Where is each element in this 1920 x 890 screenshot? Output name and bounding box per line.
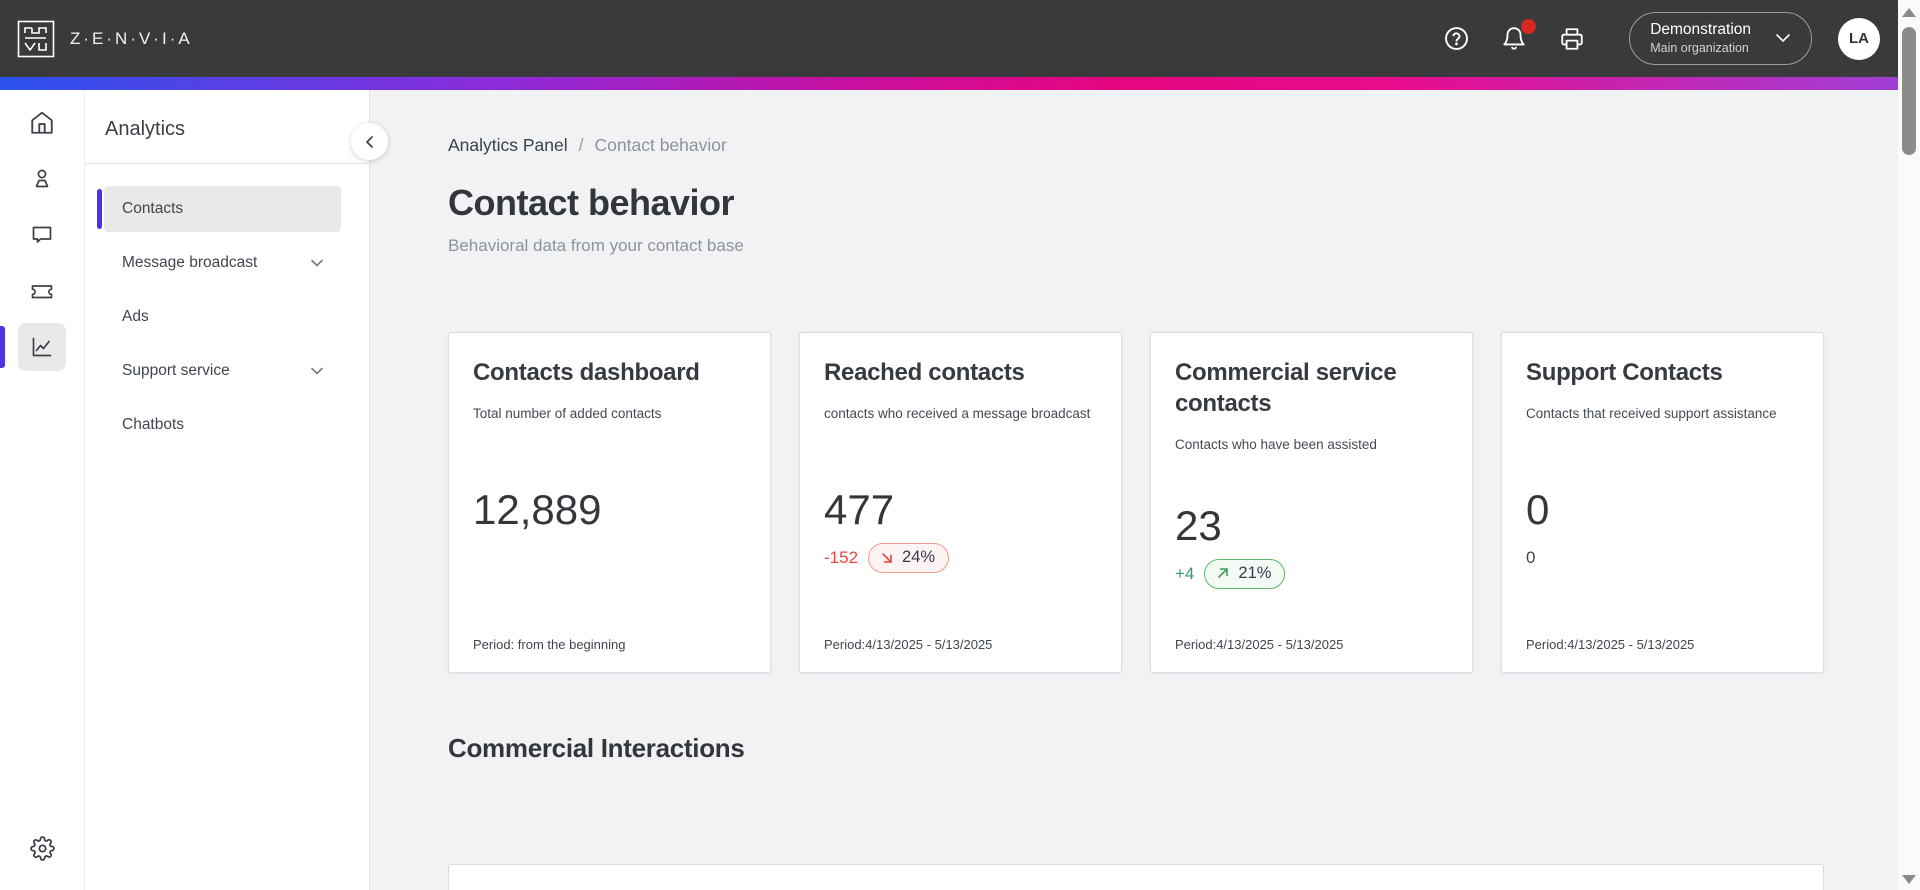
user-avatar[interactable]: LA xyxy=(1838,17,1880,60)
metric-cards-row: Contacts dashboard Total number of added… xyxy=(448,332,1920,673)
delta-value: +4 xyxy=(1175,563,1195,583)
sidebar-item-label: Support service xyxy=(122,362,230,379)
trend-percent: 21% xyxy=(1238,563,1272,582)
organization-switcher[interactable]: Demonstration Main organization xyxy=(1629,12,1812,65)
gear-icon xyxy=(29,835,55,861)
rail-item-analytics[interactable] xyxy=(0,319,84,375)
sidebar-item-support-service[interactable]: Support service xyxy=(104,348,341,394)
chevron-down-icon xyxy=(1773,28,1793,48)
card-contacts-dashboard: Contacts dashboard Total number of added… xyxy=(448,332,771,673)
card-title: Support Contacts xyxy=(1526,359,1723,386)
ticket-icon xyxy=(31,285,53,299)
sidebar-item-label: Ads xyxy=(122,308,149,325)
card-value: 23 xyxy=(1175,501,1222,549)
sidebar-item-label: Contacts xyxy=(122,200,184,217)
scrollbar-down-arrow[interactable] xyxy=(1902,875,1916,884)
chevron-down-icon xyxy=(309,363,325,379)
rail-item-settings[interactable] xyxy=(0,822,84,874)
chevron-left-icon xyxy=(365,135,373,148)
chevron-down-icon xyxy=(309,255,325,271)
card-period: Period:4/13/2025 - 5/13/2025 xyxy=(1526,637,1695,652)
breadcrumb-analytics-panel[interactable]: Analytics Panel xyxy=(448,135,568,155)
rail-item-conversations[interactable] xyxy=(0,207,84,263)
card-value: 477 xyxy=(824,486,895,534)
nav-rail xyxy=(0,90,85,890)
page-subtitle: Behavioral data from your contact base xyxy=(448,236,744,255)
printer-icon xyxy=(1561,27,1583,50)
brand-name: Z·E·N·V·I·A xyxy=(70,28,193,48)
sidebar-item-message-broadcast[interactable]: Message broadcast xyxy=(104,240,341,286)
commercial-interactions-card xyxy=(448,864,1824,890)
card-period: Period:4/13/2025 - 5/13/2025 xyxy=(824,637,993,652)
breadcrumb-separator: / xyxy=(578,135,584,155)
card-description: Contacts that received support assistanc… xyxy=(1526,406,1777,422)
card-title: Commercial service contacts xyxy=(1175,359,1397,418)
breadcrumb: Analytics Panel / Contact behavior xyxy=(448,135,1920,156)
card-description: Contacts who have been assisted xyxy=(1175,437,1377,453)
notifications-button[interactable] xyxy=(1497,18,1537,56)
sidebar-title: Analytics xyxy=(105,118,186,140)
card-value: 0 xyxy=(1526,486,1550,534)
organization-subtitle: Main organization xyxy=(1650,40,1749,55)
print-button[interactable] xyxy=(1555,22,1589,56)
breadcrumb-current: Contact behavior xyxy=(594,135,727,155)
page-title: Contact behavior xyxy=(448,182,735,223)
section-title-commercial-interactions: Commercial Interactions xyxy=(448,733,745,763)
card-value: 12,889 xyxy=(473,486,602,534)
trend-down-icon xyxy=(882,552,892,563)
card-support-contacts: Support Contacts Contacts that received … xyxy=(1501,332,1824,673)
rail-item-home[interactable] xyxy=(0,95,84,151)
main-content: Analytics Panel / Contact behavior Conta… xyxy=(370,90,1920,890)
delta-value: 0 xyxy=(1526,548,1536,568)
person-icon xyxy=(35,169,49,188)
delta-value: -152 xyxy=(824,548,859,568)
brand: Z·E·N·V·I·A xyxy=(16,19,193,59)
card-period: Period:4/13/2025 - 5/13/2025 xyxy=(1175,637,1344,652)
zenvia-logo-icon xyxy=(16,19,56,59)
page-scrollbar[interactable] xyxy=(1898,0,1920,890)
rail-item-tickets[interactable] xyxy=(0,263,84,319)
sidebar-item-chatbots[interactable]: Chatbots xyxy=(104,402,341,448)
card-reached-contacts: Reached contacts contacts who received a… xyxy=(799,332,1122,673)
rail-item-contacts[interactable] xyxy=(0,151,84,207)
sidebar-item-ads[interactable]: Ads xyxy=(104,294,341,340)
card-title: Contacts dashboard xyxy=(473,359,700,386)
analytics-sidebar: Analytics Contacts Message broadcast Ads… xyxy=(85,90,370,890)
sidebar-item-contacts[interactable]: Contacts xyxy=(97,186,341,232)
notification-badge xyxy=(1521,18,1537,34)
sidebar-item-label: Chatbots xyxy=(122,416,185,433)
card-title: Reached contacts xyxy=(824,359,1025,386)
trend-badge: 24% xyxy=(868,543,950,574)
organization-name: Demonstration xyxy=(1650,21,1751,39)
trend-badge: 21% xyxy=(1204,558,1286,589)
scrollbar-up-arrow[interactable] xyxy=(1902,8,1916,17)
card-description: contacts who received a message broadcas… xyxy=(824,406,1091,422)
help-icon xyxy=(1444,27,1468,50)
chat-icon xyxy=(32,226,52,243)
sidebar-collapse-button[interactable] xyxy=(351,123,388,160)
sidebar-item-label: Message broadcast xyxy=(122,254,258,271)
top-header: Z·E·N·V·I·A Demonstration Main organizat… xyxy=(0,0,1920,77)
trend-up-icon xyxy=(1218,568,1229,578)
brand-gradient-bar xyxy=(0,77,1920,90)
sidebar-divider xyxy=(85,163,369,164)
trend-percent: 24% xyxy=(902,548,936,567)
help-button[interactable] xyxy=(1439,22,1473,56)
chart-line-icon xyxy=(32,337,52,357)
card-period: Period: from the beginning xyxy=(473,637,626,652)
card-commercial-service-contacts: Commercial service contacts Contacts who… xyxy=(1150,332,1473,673)
scrollbar-thumb[interactable] xyxy=(1902,27,1916,155)
card-description: Total number of added contacts xyxy=(473,406,662,422)
home-icon xyxy=(31,111,53,134)
bell-icon xyxy=(1503,26,1525,50)
